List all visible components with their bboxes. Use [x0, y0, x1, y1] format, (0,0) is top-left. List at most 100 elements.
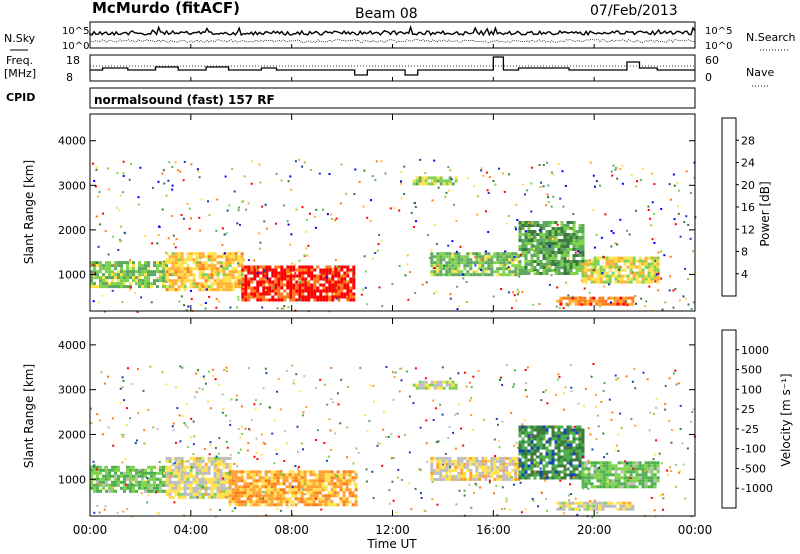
heatmap-cell: [575, 431, 579, 435]
heatmap-cell: [545, 473, 549, 477]
heatmap-cell: [286, 292, 290, 296]
heatmap-cell: [337, 392, 339, 395]
heatmap-cell: [174, 462, 178, 466]
heatmap-cell: [159, 273, 162, 277]
heatmap-cell: [222, 480, 226, 484]
heatmap-cell: [521, 467, 525, 471]
heatmap-cell: [632, 467, 635, 470]
heatmap-cell: [605, 473, 609, 477]
heatmap-cell: [442, 459, 446, 463]
heatmap-cell: [527, 476, 531, 480]
heatmap-cell: [207, 468, 211, 472]
heatmap-cell: [168, 285, 172, 289]
heatmap-cell: [632, 461, 636, 465]
heatmap-cell: [222, 489, 226, 493]
heatmap-cell: [303, 500, 307, 504]
heatmap-cell: [537, 505, 539, 508]
heatmap-cell: [412, 383, 416, 387]
heatmap-cell: [588, 291, 591, 294]
heatmap-cell: [563, 392, 566, 395]
heatmap-cell: [539, 186, 542, 188]
heatmap-cell: [431, 199, 434, 202]
heatmap-cell: [342, 470, 346, 474]
heatmap-cell: [484, 468, 488, 472]
heatmap-cell: [328, 271, 332, 275]
heatmap-cell: [343, 277, 347, 281]
heatmap-cell: [566, 233, 570, 236]
heatmap-cell: [508, 173, 511, 176]
heatmap-cell: [204, 307, 207, 310]
heatmap-cell: [433, 468, 437, 472]
heatmap-cell: [339, 476, 343, 480]
heatmap-cell: [305, 247, 308, 250]
heatmap-cell: [243, 488, 247, 492]
heatmap-cell: [514, 456, 518, 460]
heatmap-cell: [590, 473, 594, 477]
heatmap-cell: [410, 211, 413, 214]
heatmap-cell: [557, 446, 561, 450]
heatmap-cell: [554, 272, 558, 275]
heatmap-cell: [626, 259, 630, 263]
heatmap-cell: [569, 473, 573, 477]
heatmap-cell: [271, 298, 275, 302]
heatmap-cell: [291, 488, 295, 492]
heatmap-cell: [443, 265, 446, 267]
heatmap-cell: [247, 271, 251, 275]
heatmap-cell: [515, 228, 517, 231]
heatmap-cell: [262, 265, 266, 269]
heatmap-cell: [454, 176, 458, 180]
heatmap-cell: [276, 488, 280, 492]
heatmap-cell: [653, 476, 657, 480]
heatmap-cell: [650, 224, 653, 227]
heatmap-cell: [312, 470, 316, 474]
heatmap-cell: [267, 485, 271, 489]
heatmap-cell: [628, 302, 632, 306]
heatmap-cell: [366, 216, 369, 219]
heatmap-cell: [298, 390, 301, 393]
heatmap-cell: [647, 461, 651, 465]
heatmap-cell: [439, 471, 443, 475]
heatmap-cell: [234, 470, 238, 474]
heatmap-cell: [282, 491, 286, 495]
heatmap-cell: [445, 465, 449, 469]
heatmap-cell: [192, 282, 196, 286]
heatmap-cell: [563, 242, 567, 245]
heatmap-cell: [180, 282, 184, 286]
heatmap-cell: [543, 475, 546, 477]
heatmap-cell: [273, 419, 276, 422]
heatmap-cell: [469, 456, 473, 460]
heatmap-cell: [670, 428, 673, 431]
heatmap-cell: [345, 470, 349, 474]
heatmap-cell: [147, 408, 150, 411]
heatmap-cell: [676, 205, 679, 208]
heatmap-cell: [462, 277, 465, 280]
heatmap-cell: [114, 261, 117, 265]
heatmap-cell: [310, 271, 314, 275]
heatmap-cell: [670, 470, 673, 473]
heatmap-cell: [547, 201, 550, 204]
heatmap-cell: [183, 279, 187, 283]
heatmap-cell: [319, 298, 323, 302]
heatmap-cell: [533, 239, 537, 242]
heatmap-cell: [451, 261, 455, 265]
heatmap-cell: [641, 268, 645, 272]
heatmap-cell: [318, 172, 321, 175]
heatmap-cell: [292, 283, 296, 287]
heatmap-cell: [689, 192, 692, 195]
heatmap-cell: [351, 503, 355, 507]
heatmap-cell: [340, 265, 344, 269]
heatmap-cell: [495, 484, 498, 487]
heatmap-cell: [346, 456, 349, 459]
heatmap-cell: [593, 473, 597, 477]
heatmap-cell: [518, 461, 522, 465]
heatmap-cell: [552, 450, 555, 453]
heatmap-cell: [325, 289, 329, 293]
heatmap-cell: [147, 261, 150, 265]
heatmap-cell: [102, 483, 105, 487]
heatmap-cell: [177, 285, 181, 289]
heatmap-cell: [213, 486, 217, 490]
heatmap-cell: [629, 473, 633, 477]
heatmap-cell: [174, 486, 178, 490]
heatmap-cell: [330, 482, 334, 486]
heatmap-cell: [276, 307, 279, 310]
